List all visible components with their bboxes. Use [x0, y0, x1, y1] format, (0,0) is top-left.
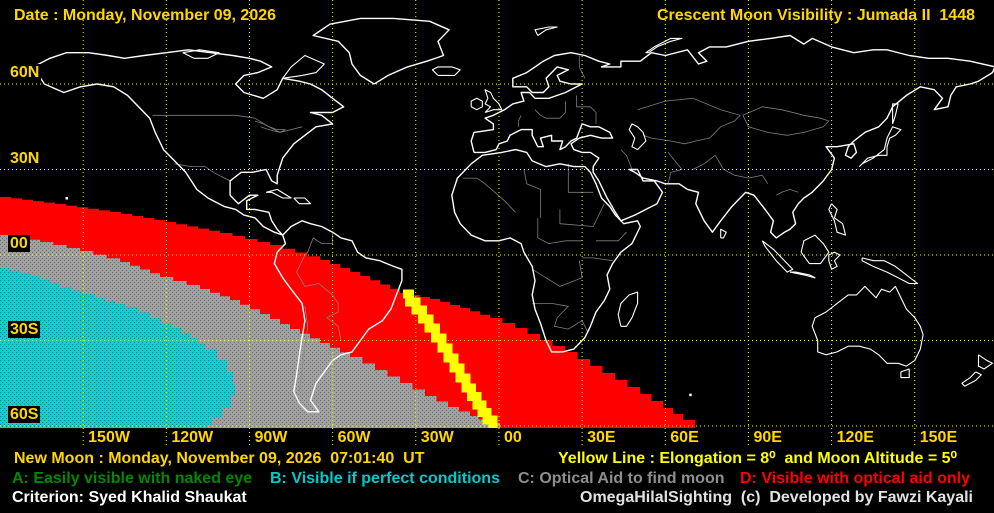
legend-item-D: D: Visible with optical aid only [740, 470, 970, 487]
country-borders-layer [152, 55, 830, 392]
lon-tick-label: 60W [337, 429, 371, 446]
lat-tick-label: 30S [8, 320, 41, 338]
visibility-zones-layer [0, 197, 695, 428]
legend-item-C: C: Optical Aid to find moon [518, 470, 725, 487]
lat-tick-label: 60N [8, 64, 42, 81]
lon-tick-label: 30E [587, 429, 616, 446]
legend-item-A: A: Easily visible with naked eye [12, 470, 253, 487]
coastline-layer [32, 17, 994, 413]
date-label: Date : Monday, November 09, 2026 [14, 7, 277, 24]
credit-label: OmegaHilalSighting (c) Developed by Fawz… [580, 489, 973, 506]
yellow-line-note: Yellow Line : Elongation = 8⁰ and Moon A… [558, 450, 957, 467]
criterion-label: Criterion: Syed Khalid Shaukat [12, 489, 247, 506]
zone-B [0, 268, 235, 428]
lon-tick-label: 150W [88, 429, 130, 446]
lat-tick-label: 00 [8, 235, 30, 252]
new-moon-label: New Moon : Monday, November 09, 2026 07:… [14, 450, 425, 467]
world-map-canvas [0, 0, 994, 445]
lon-tick-label: 30W [420, 429, 454, 446]
yellow-elongation-line [403, 289, 498, 428]
lon-tick-label: 00 [503, 429, 522, 446]
page-title: Crescent Moon Visibility : Jumada II 144… [656, 7, 975, 24]
lon-tick-label: 90W [254, 429, 288, 446]
lon-tick-label: 150E [919, 429, 958, 446]
lon-tick-label: 120E [836, 429, 874, 446]
graticule-layer [0, 0, 994, 445]
legend-item-B: B: Visible if perfect conditions [270, 470, 500, 487]
lat-tick-label: 60S [8, 406, 41, 423]
island-dot [65, 197, 69, 200]
lon-tick-label: 120W [171, 429, 214, 446]
lon-tick-label: 90E [753, 429, 782, 446]
lat-tick-label: 30N [8, 149, 42, 167]
island-dot [689, 393, 692, 397]
lon-tick-label: 60E [670, 429, 699, 446]
